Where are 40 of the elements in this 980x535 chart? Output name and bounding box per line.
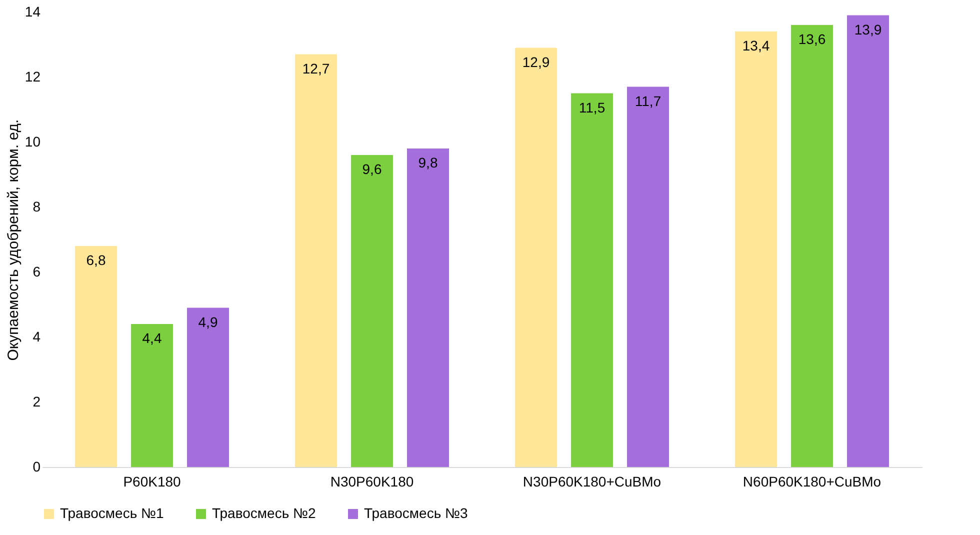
data-label: 9,8 [418,154,438,170]
data-label: 11,7 [634,92,662,109]
data-label: 4,4 [142,330,162,346]
bar [627,86,669,467]
bar [75,246,117,467]
y-tick-label: 12 [24,68,41,84]
data-label: 12,9 [522,54,550,70]
y-tick-label: 10 [24,134,41,150]
bar [847,15,889,467]
data-label: 4,9 [198,314,218,330]
x-tick-label: P60K180 [123,474,182,490]
legend-label: Травосмесь №3 [364,505,468,521]
y-tick-label: 4 [32,328,41,344]
y-axis-title: Окупаемость удобрений, корм. ед. [4,119,22,361]
x-tick-label: N30P60K180 [330,474,414,490]
bar [187,308,229,467]
bar [131,324,173,467]
data-label: 11,5 [578,99,606,116]
x-tick-label: N30P60K180+CuBMo [522,474,662,490]
bar [791,25,833,467]
data-label: 13,4 [742,38,770,54]
y-tick-label: 2 [32,394,41,410]
data-label: 13,6 [798,31,826,47]
data-label: 13,9 [854,21,882,38]
data-label: 6,8 [86,252,106,268]
bar [735,32,777,467]
bar [407,148,449,467]
y-tick-label: 6 [32,264,41,280]
y-tick-label: 0 [32,458,41,474]
y-tick-label: 14 [24,4,41,20]
bar [295,54,337,467]
y-tick-label: 8 [32,198,41,214]
legend-label: Травосмесь №2 [212,505,316,521]
bar [515,48,557,467]
x-tick-label: N60P60K180+CuBMo [742,474,882,490]
data-label: 9,6 [362,161,382,177]
bar [571,93,613,467]
data-label: 12,7 [302,60,330,76]
legend-label: Травосмесь №1 [60,505,164,521]
bar [351,155,393,467]
